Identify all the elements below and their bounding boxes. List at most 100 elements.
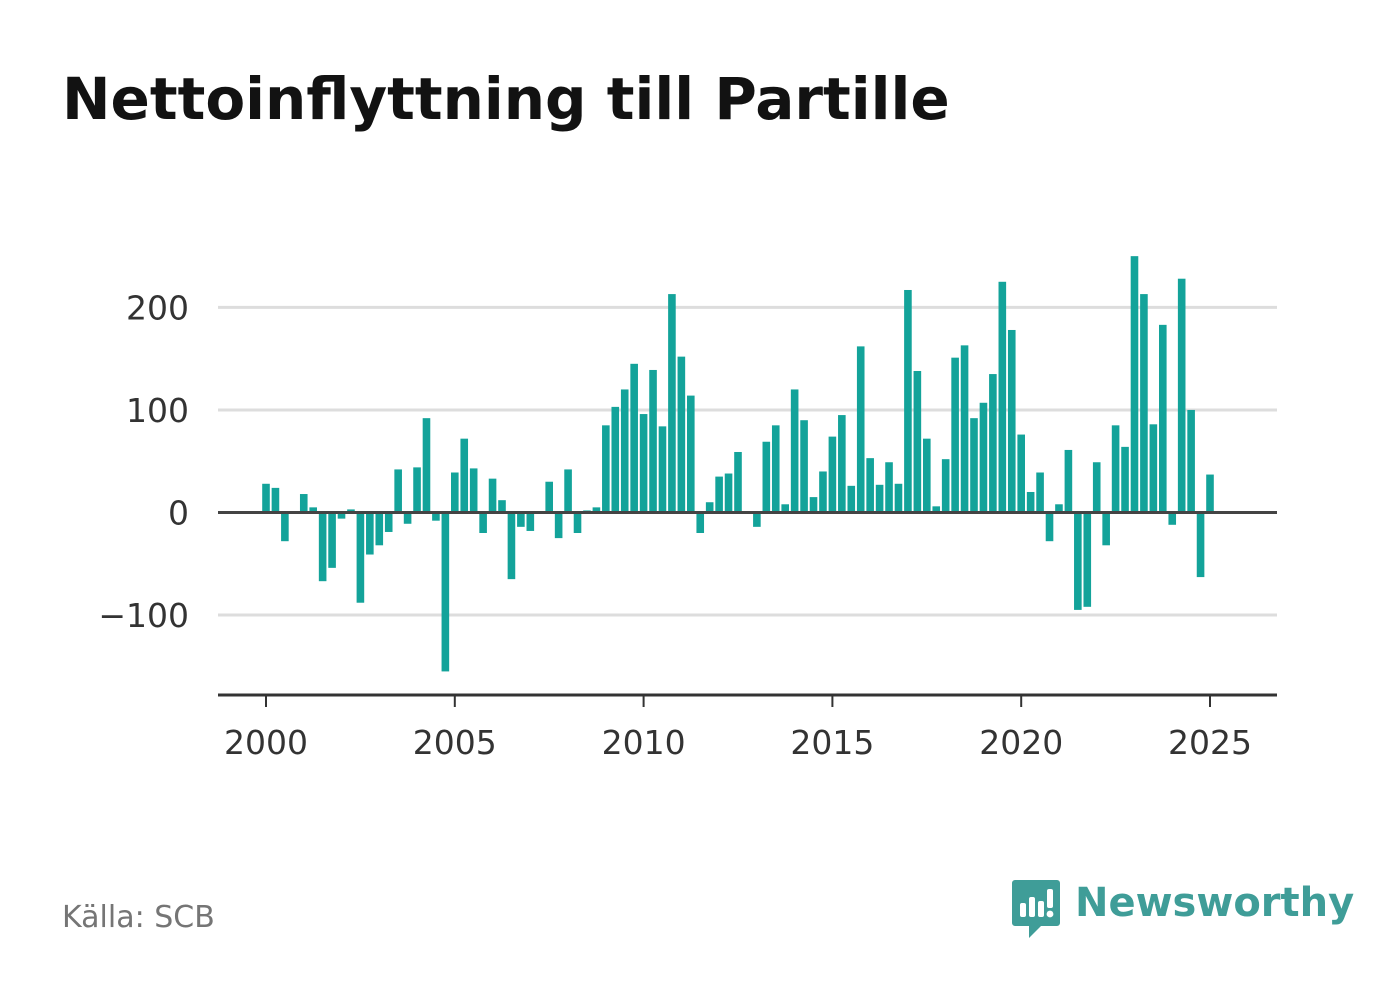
bar-2017-q3 bbox=[923, 438, 931, 513]
bar-2024-q1 bbox=[1168, 512, 1177, 525]
bar-2008-q1 bbox=[564, 469, 572, 513]
bar-2012-q3 bbox=[734, 451, 742, 513]
x-tick-label: 2010 bbox=[602, 723, 686, 762]
bar-2001-q2 bbox=[309, 507, 317, 513]
bars bbox=[262, 256, 1214, 672]
bar-2018-q3 bbox=[960, 345, 969, 513]
bar-2013-q4 bbox=[781, 504, 789, 513]
bar-2025-q1 bbox=[1206, 474, 1214, 513]
bar-2014-q2 bbox=[800, 420, 808, 513]
bar-2016-q1 bbox=[866, 458, 874, 513]
x-tick-label: 2005 bbox=[413, 723, 497, 762]
bar-2004-q2 bbox=[422, 418, 431, 513]
bar-2021-q1 bbox=[1055, 504, 1063, 513]
bar-2005-q2 bbox=[460, 438, 469, 513]
source-note: Källa: SCB bbox=[62, 900, 215, 935]
bar-2023-q3 bbox=[1149, 424, 1158, 513]
bar-2002-q3 bbox=[356, 512, 365, 603]
bar-2009-q4 bbox=[630, 363, 638, 513]
bar-2014-q1 bbox=[790, 389, 799, 513]
bar-2020-q1 bbox=[1017, 434, 1025, 513]
bar-2016-q3 bbox=[885, 462, 893, 513]
bar-2019-q2 bbox=[989, 374, 997, 513]
y-tick-label: 100 bbox=[126, 391, 189, 430]
bar-2011-q1 bbox=[677, 356, 686, 513]
x-tick-label: 2015 bbox=[790, 723, 874, 762]
bar-2018-q1 bbox=[941, 459, 950, 513]
brand-name: Newsworthy bbox=[1075, 880, 1355, 926]
brand-logo: Newsworthy bbox=[1011, 878, 1354, 942]
grid-lines bbox=[218, 305, 1277, 617]
bar-2013-q1 bbox=[753, 512, 761, 527]
bar-2004-q3 bbox=[432, 512, 440, 521]
bar-2023-q1 bbox=[1130, 256, 1139, 513]
axes bbox=[218, 510, 1277, 707]
bar-2016-q4 bbox=[894, 483, 903, 513]
bar-2010-q1 bbox=[639, 414, 648, 513]
bar-2005-q3 bbox=[469, 468, 478, 513]
bar-2014-q3 bbox=[809, 497, 818, 513]
bar-2013-q2 bbox=[762, 441, 771, 513]
bar-2022-q4 bbox=[1121, 446, 1129, 513]
bar-2024-q3 bbox=[1187, 409, 1195, 513]
bar-2000-q3 bbox=[281, 512, 289, 542]
bar-2022-q2 bbox=[1102, 512, 1110, 546]
bar-2012-q1 bbox=[715, 476, 723, 513]
bar-2018-q2 bbox=[951, 357, 959, 513]
bar-2022-q3 bbox=[1111, 425, 1120, 513]
bar-2006-q3 bbox=[507, 512, 516, 580]
bar-2017-q4 bbox=[932, 506, 941, 513]
bar-2017-q1 bbox=[904, 289, 912, 513]
bar-2000-q1 bbox=[262, 483, 270, 513]
bar-2003-q4 bbox=[403, 512, 412, 524]
bar-2015-q4 bbox=[856, 346, 865, 513]
bar-2020-q3 bbox=[1036, 472, 1044, 513]
bar-2008-q4 bbox=[592, 507, 601, 513]
bar-2007-q3 bbox=[545, 481, 553, 513]
bar-2004-q4 bbox=[441, 512, 450, 672]
bar-2007-q4 bbox=[554, 512, 563, 539]
bar-2000-q2 bbox=[271, 487, 280, 513]
x-tick-label: 2000 bbox=[224, 723, 308, 762]
bar-2011-q4 bbox=[705, 502, 714, 513]
bar-2021-q2 bbox=[1064, 449, 1073, 513]
bar-2020-q4 bbox=[1045, 512, 1054, 542]
bar-2024-q4 bbox=[1196, 512, 1205, 578]
bar-2002-q1 bbox=[337, 512, 346, 519]
bar-2006-q4 bbox=[517, 512, 525, 527]
y-tick-label: −100 bbox=[98, 596, 189, 635]
bar-2024-q2 bbox=[1177, 278, 1186, 513]
bar-2012-q2 bbox=[724, 473, 733, 513]
bar-2015-q1 bbox=[828, 436, 837, 513]
tick-labels: 200 100 0 −100 2000 2005 2010 2015 2020 2025 bbox=[98, 288, 1252, 762]
bar-2011-q3 bbox=[696, 512, 705, 533]
bar-2011-q2 bbox=[687, 395, 695, 513]
bar-2015-q3 bbox=[847, 485, 856, 513]
bar-2016-q2 bbox=[875, 484, 884, 513]
bar-2014-q4 bbox=[819, 471, 827, 513]
y-tick-label: 0 bbox=[168, 493, 189, 532]
y-tick-label: 200 bbox=[126, 288, 189, 327]
bar-2019-q3 bbox=[998, 281, 1007, 513]
x-tick-label: 2020 bbox=[979, 723, 1063, 762]
bar-2001-q3 bbox=[318, 512, 327, 582]
bar-2010-q4 bbox=[668, 294, 676, 513]
bar-2021-q4 bbox=[1083, 512, 1092, 607]
bar-2022-q1 bbox=[1092, 462, 1101, 513]
bar-2015-q2 bbox=[838, 415, 846, 513]
chart-title: Nettoinflyttning till Partille bbox=[62, 65, 950, 133]
bar-2001-q4 bbox=[328, 512, 336, 568]
bar-2009-q3 bbox=[620, 389, 629, 513]
bar-2005-q4 bbox=[479, 512, 487, 533]
bar-2009-q2 bbox=[611, 406, 620, 513]
bar-2023-q4 bbox=[1159, 324, 1167, 513]
bar-2010-q3 bbox=[658, 426, 667, 513]
bar-2006-q1 bbox=[488, 478, 497, 513]
bar-2007-q1 bbox=[526, 512, 535, 531]
bar-2006-q2 bbox=[498, 500, 506, 513]
bar-2003-q3 bbox=[394, 469, 402, 513]
bar-2018-q4 bbox=[970, 418, 978, 513]
bar-2002-q4 bbox=[366, 512, 374, 555]
newsworthy-logo-icon bbox=[1012, 880, 1060, 938]
